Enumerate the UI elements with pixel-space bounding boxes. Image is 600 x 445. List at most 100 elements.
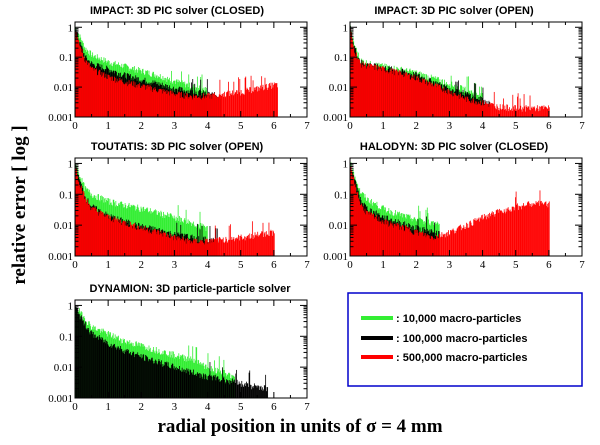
histogram-bar xyxy=(268,84,270,117)
histogram-bar xyxy=(355,52,357,117)
histogram-bar xyxy=(92,66,94,117)
histogram-bar xyxy=(465,97,467,117)
histogram-bar xyxy=(181,97,183,117)
histogram-bar xyxy=(243,386,245,398)
y-tick-label: 0.001 xyxy=(323,251,348,263)
histogram-bar xyxy=(479,103,481,117)
histogram-bar xyxy=(160,364,162,398)
histogram-bar xyxy=(219,237,221,256)
histogram-bar xyxy=(194,239,196,256)
histogram-bar xyxy=(210,238,212,256)
histogram-bar xyxy=(165,91,166,117)
histogram-bar xyxy=(480,218,482,256)
histogram-bar xyxy=(192,374,194,398)
histogram-bar xyxy=(267,387,269,398)
histogram-bar xyxy=(515,197,516,256)
histogram-bar xyxy=(263,90,265,117)
histogram-bar xyxy=(444,92,445,117)
y-tick-label: 0.001 xyxy=(48,112,73,124)
histogram-bar xyxy=(114,76,115,117)
histogram-bar xyxy=(433,85,435,117)
histogram-bar xyxy=(112,344,114,398)
histogram-bar xyxy=(435,238,437,256)
histogram-bar xyxy=(91,209,93,256)
histogram-bar xyxy=(370,64,372,117)
histogram-bar xyxy=(263,89,265,117)
histogram-bar xyxy=(227,380,229,398)
histogram-bar xyxy=(260,88,262,117)
histogram-bar xyxy=(194,97,196,117)
histogram-bar xyxy=(530,206,532,256)
histogram-bar xyxy=(223,242,225,256)
histogram-bar xyxy=(149,229,151,256)
histogram-bar xyxy=(87,329,89,398)
histogram-bar xyxy=(165,94,167,117)
y-tick-label: 0.1 xyxy=(334,52,348,64)
histogram-bar xyxy=(108,74,109,117)
histogram-bar xyxy=(125,221,127,256)
y-tick-label: 0.1 xyxy=(59,331,73,343)
histogram-bar xyxy=(148,233,150,256)
histogram-bar xyxy=(393,68,394,117)
histogram-bar xyxy=(228,96,230,117)
histogram-bar xyxy=(470,103,472,117)
histogram-bar xyxy=(230,93,231,117)
histogram-bar xyxy=(504,105,506,117)
histogram-bar xyxy=(238,234,239,256)
histogram-bar xyxy=(268,222,270,256)
histogram-bar xyxy=(272,87,274,117)
histogram-bar xyxy=(488,106,490,117)
histogram-bar xyxy=(378,68,380,117)
histogram-bar xyxy=(520,105,522,117)
histogram-bar xyxy=(505,109,506,117)
histogram-bar xyxy=(264,385,266,398)
histogram-bar xyxy=(234,92,236,117)
histogram-bar xyxy=(401,74,402,117)
histogram-bar xyxy=(433,240,435,256)
histogram-bar xyxy=(451,229,453,256)
histogram-bar xyxy=(384,224,386,256)
histogram-bar xyxy=(86,203,88,256)
histogram-bar xyxy=(467,97,469,117)
histogram-bar xyxy=(83,192,85,256)
histogram-bar xyxy=(262,222,264,256)
histogram-bar xyxy=(230,380,231,398)
histogram-bar xyxy=(546,108,548,117)
histogram-bar xyxy=(110,343,112,398)
histogram-bar xyxy=(456,96,458,117)
histogram-bar xyxy=(119,77,121,117)
panel-title: TOUTATIS: 3D PIC solver (OPEN) xyxy=(91,141,264,153)
histogram-bar xyxy=(221,94,223,117)
histogram-bar xyxy=(169,238,171,256)
histogram-bar xyxy=(466,96,468,117)
histogram-bar xyxy=(369,214,371,256)
histogram-bar xyxy=(97,211,99,256)
histogram-bar xyxy=(482,100,484,117)
histogram-bar xyxy=(527,201,529,256)
histogram-bar xyxy=(403,231,405,256)
histogram-bar xyxy=(422,236,424,256)
histogram-bar xyxy=(191,241,192,256)
histogram-bar xyxy=(444,237,446,256)
histogram-bar xyxy=(175,236,177,256)
histogram-bar xyxy=(356,192,358,256)
histogram-bar xyxy=(127,349,129,398)
histogram-bar xyxy=(183,371,185,398)
histogram-bar xyxy=(436,83,438,117)
histogram-bar xyxy=(514,207,516,256)
histogram-bar xyxy=(220,381,221,398)
histogram-bar xyxy=(194,375,196,398)
histogram-bar xyxy=(257,231,259,256)
histogram-bar xyxy=(140,226,142,256)
histogram-bar xyxy=(142,84,144,117)
histogram-bar xyxy=(540,106,542,117)
histogram-bar xyxy=(369,67,371,117)
x-tick-label: 4 xyxy=(480,120,486,132)
histogram-bar xyxy=(466,227,468,256)
histogram-bar xyxy=(246,381,247,398)
histogram-bar xyxy=(172,363,174,398)
histogram-bar xyxy=(137,354,139,398)
histogram-bar xyxy=(102,338,103,398)
histogram-bar xyxy=(467,227,469,256)
histogram-bar xyxy=(382,222,384,256)
